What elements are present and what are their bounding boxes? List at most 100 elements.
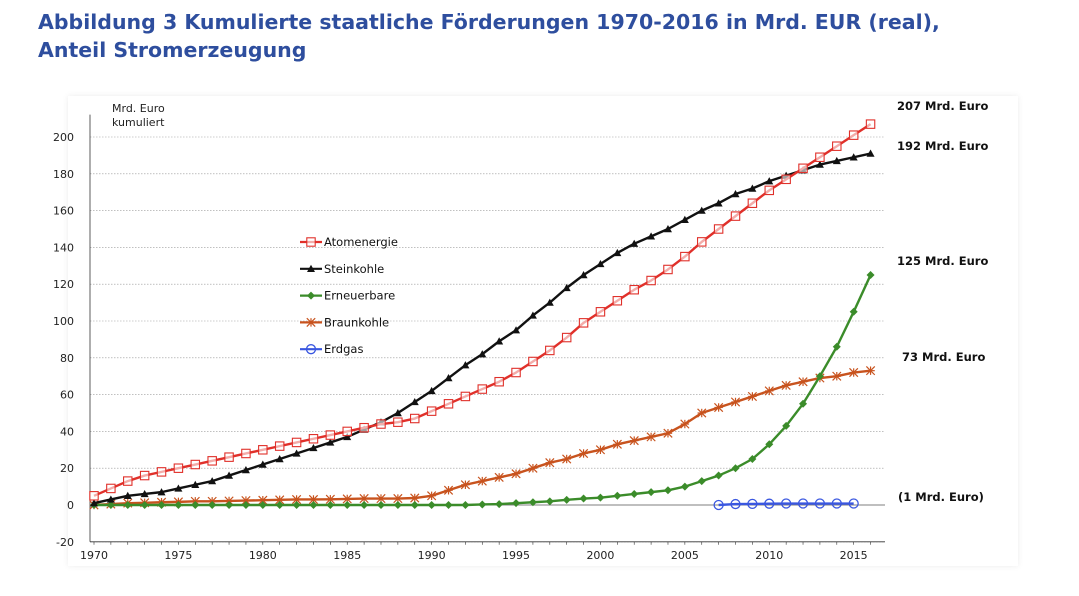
data-point-erneuerbare — [225, 501, 234, 509]
data-point-steinkohle — [562, 283, 571, 292]
data-point-erneuerbare — [360, 501, 369, 509]
data-point-erneuerbare — [765, 440, 774, 449]
data-point-steinkohle — [343, 432, 352, 441]
data-point-braunkohle — [832, 371, 842, 381]
y-tick-label: 180 — [53, 168, 74, 181]
data-point-atomenergie — [696, 237, 707, 247]
data-point-atomenergie — [410, 413, 420, 424]
data-point-erneuerbare — [782, 421, 791, 430]
x-tick-label: 1975 — [164, 549, 192, 562]
y-tick-label: 0 — [67, 499, 74, 512]
data-point-steinkohle — [512, 326, 521, 334]
data-point-steinkohle — [697, 206, 706, 214]
data-point-atomenergie — [156, 467, 167, 477]
legend-item-atomenergie: Atomenergie — [300, 235, 398, 249]
data-point-braunkohle — [342, 494, 352, 504]
data-point-erneuerbare — [208, 501, 217, 509]
data-point-steinkohle — [461, 361, 470, 369]
series-erdgas — [713, 498, 859, 511]
y-tick-label: 80 — [60, 352, 74, 365]
data-point-erneuerbare — [815, 372, 824, 381]
data-point-steinkohle — [174, 484, 183, 492]
legend-item-steinkohle: Steinkohle — [300, 262, 384, 276]
data-point-erneuerbare — [410, 501, 419, 509]
data-point-erneuerbare — [613, 491, 622, 500]
data-point-erneuerbare — [647, 488, 656, 497]
data-point-steinkohle — [123, 491, 132, 499]
data-point-atomenergie — [865, 119, 876, 129]
data-point-steinkohle — [731, 190, 740, 198]
data-point-braunkohle — [849, 367, 859, 378]
data-point-erneuerbare — [157, 501, 166, 509]
data-point-erneuerbare — [630, 489, 639, 498]
data-point-erneuerbare — [562, 495, 571, 504]
data-point-atomenergie — [511, 367, 521, 378]
data-point-steinkohle — [140, 489, 149, 498]
data-point-atomenergie — [224, 452, 234, 462]
data-point-braunkohle — [410, 493, 420, 503]
data-point-erneuerbare — [326, 501, 335, 509]
data-point-erneuerbare — [343, 501, 352, 509]
data-point-atomenergie — [680, 251, 690, 262]
data-point-atomenergie — [325, 430, 336, 440]
data-point-braunkohle — [798, 377, 808, 387]
data-point-steinkohle — [410, 397, 419, 406]
data-point-steinkohle — [748, 184, 757, 192]
data-point-erneuerbare — [663, 486, 672, 495]
data-point-steinkohle — [663, 225, 672, 233]
data-point-steinkohle — [427, 386, 436, 395]
data-point-steinkohle — [393, 409, 402, 417]
data-point-steinkohle — [866, 149, 875, 157]
legend-label-erdgas: Erdgas — [324, 342, 363, 356]
data-point-steinkohle — [596, 259, 605, 268]
data-point-steinkohle — [528, 311, 537, 319]
data-point-atomenergie — [747, 198, 758, 208]
legend-item-erdgas: Erdgas — [300, 342, 363, 356]
data-point-atomenergie — [629, 284, 639, 295]
data-point-erneuerbare — [427, 501, 436, 509]
x-tick-label: 2015 — [840, 549, 868, 562]
title-line-1: Abbildung 3 Kumulierte staatliche Förder… — [38, 10, 940, 34]
data-point-erneuerbare — [258, 501, 267, 509]
data-point-atomenergie — [258, 445, 268, 455]
data-point-erdgas — [781, 498, 792, 509]
data-point-atomenergie — [460, 391, 471, 402]
data-point-erneuerbare — [461, 501, 470, 509]
data-point-erdgas — [831, 498, 842, 509]
data-point-atomenergie — [798, 163, 808, 174]
data-point-steinkohle — [90, 499, 98, 507]
data-point-steinkohle — [815, 160, 824, 168]
data-point-atomenergie — [139, 470, 150, 481]
y-tick-label: 160 — [53, 205, 74, 218]
data-point-braunkohle — [680, 419, 690, 429]
data-point-braunkohle — [325, 494, 335, 504]
data-point-atomenergie — [561, 332, 572, 343]
data-point-atomenergie — [764, 185, 775, 196]
data-point-erdgas — [764, 498, 775, 509]
y-tick-labels: -20 0 20 40 60 80 100 120 140 160 180 200 — [53, 131, 74, 549]
x-tick-label: 2000 — [586, 549, 614, 562]
data-point-erneuerbare — [680, 482, 689, 491]
data-point-braunkohle — [629, 435, 639, 446]
data-point-erneuerbare — [799, 399, 808, 408]
data-point-erdgas — [814, 498, 826, 509]
data-point-braunkohle — [781, 380, 791, 391]
data-point-steinkohle — [495, 337, 504, 345]
data-point-steinkohle — [241, 466, 250, 474]
series-erneuerbare — [90, 271, 875, 509]
x-tick-label: 1980 — [249, 549, 277, 562]
legend-label-braunkohle: Braunkohle — [324, 315, 389, 329]
data-point-atomenergie — [359, 422, 369, 433]
data-point-steinkohle — [292, 449, 301, 457]
data-point-erneuerbare — [191, 501, 200, 509]
data-point-erneuerbare — [309, 501, 318, 509]
x-tick-label: 1990 — [418, 549, 446, 562]
legend-marker-atomenergie — [306, 237, 316, 247]
data-point-erneuerbare — [275, 501, 284, 509]
data-point-braunkohle — [646, 432, 656, 442]
data-point-steinkohle — [326, 438, 335, 446]
annotation-erneuerbare: 125 Mrd. Euro — [897, 254, 988, 268]
title-line-2: Anteil Stromerzeugung — [38, 38, 307, 62]
data-point-erdgas — [848, 498, 859, 509]
